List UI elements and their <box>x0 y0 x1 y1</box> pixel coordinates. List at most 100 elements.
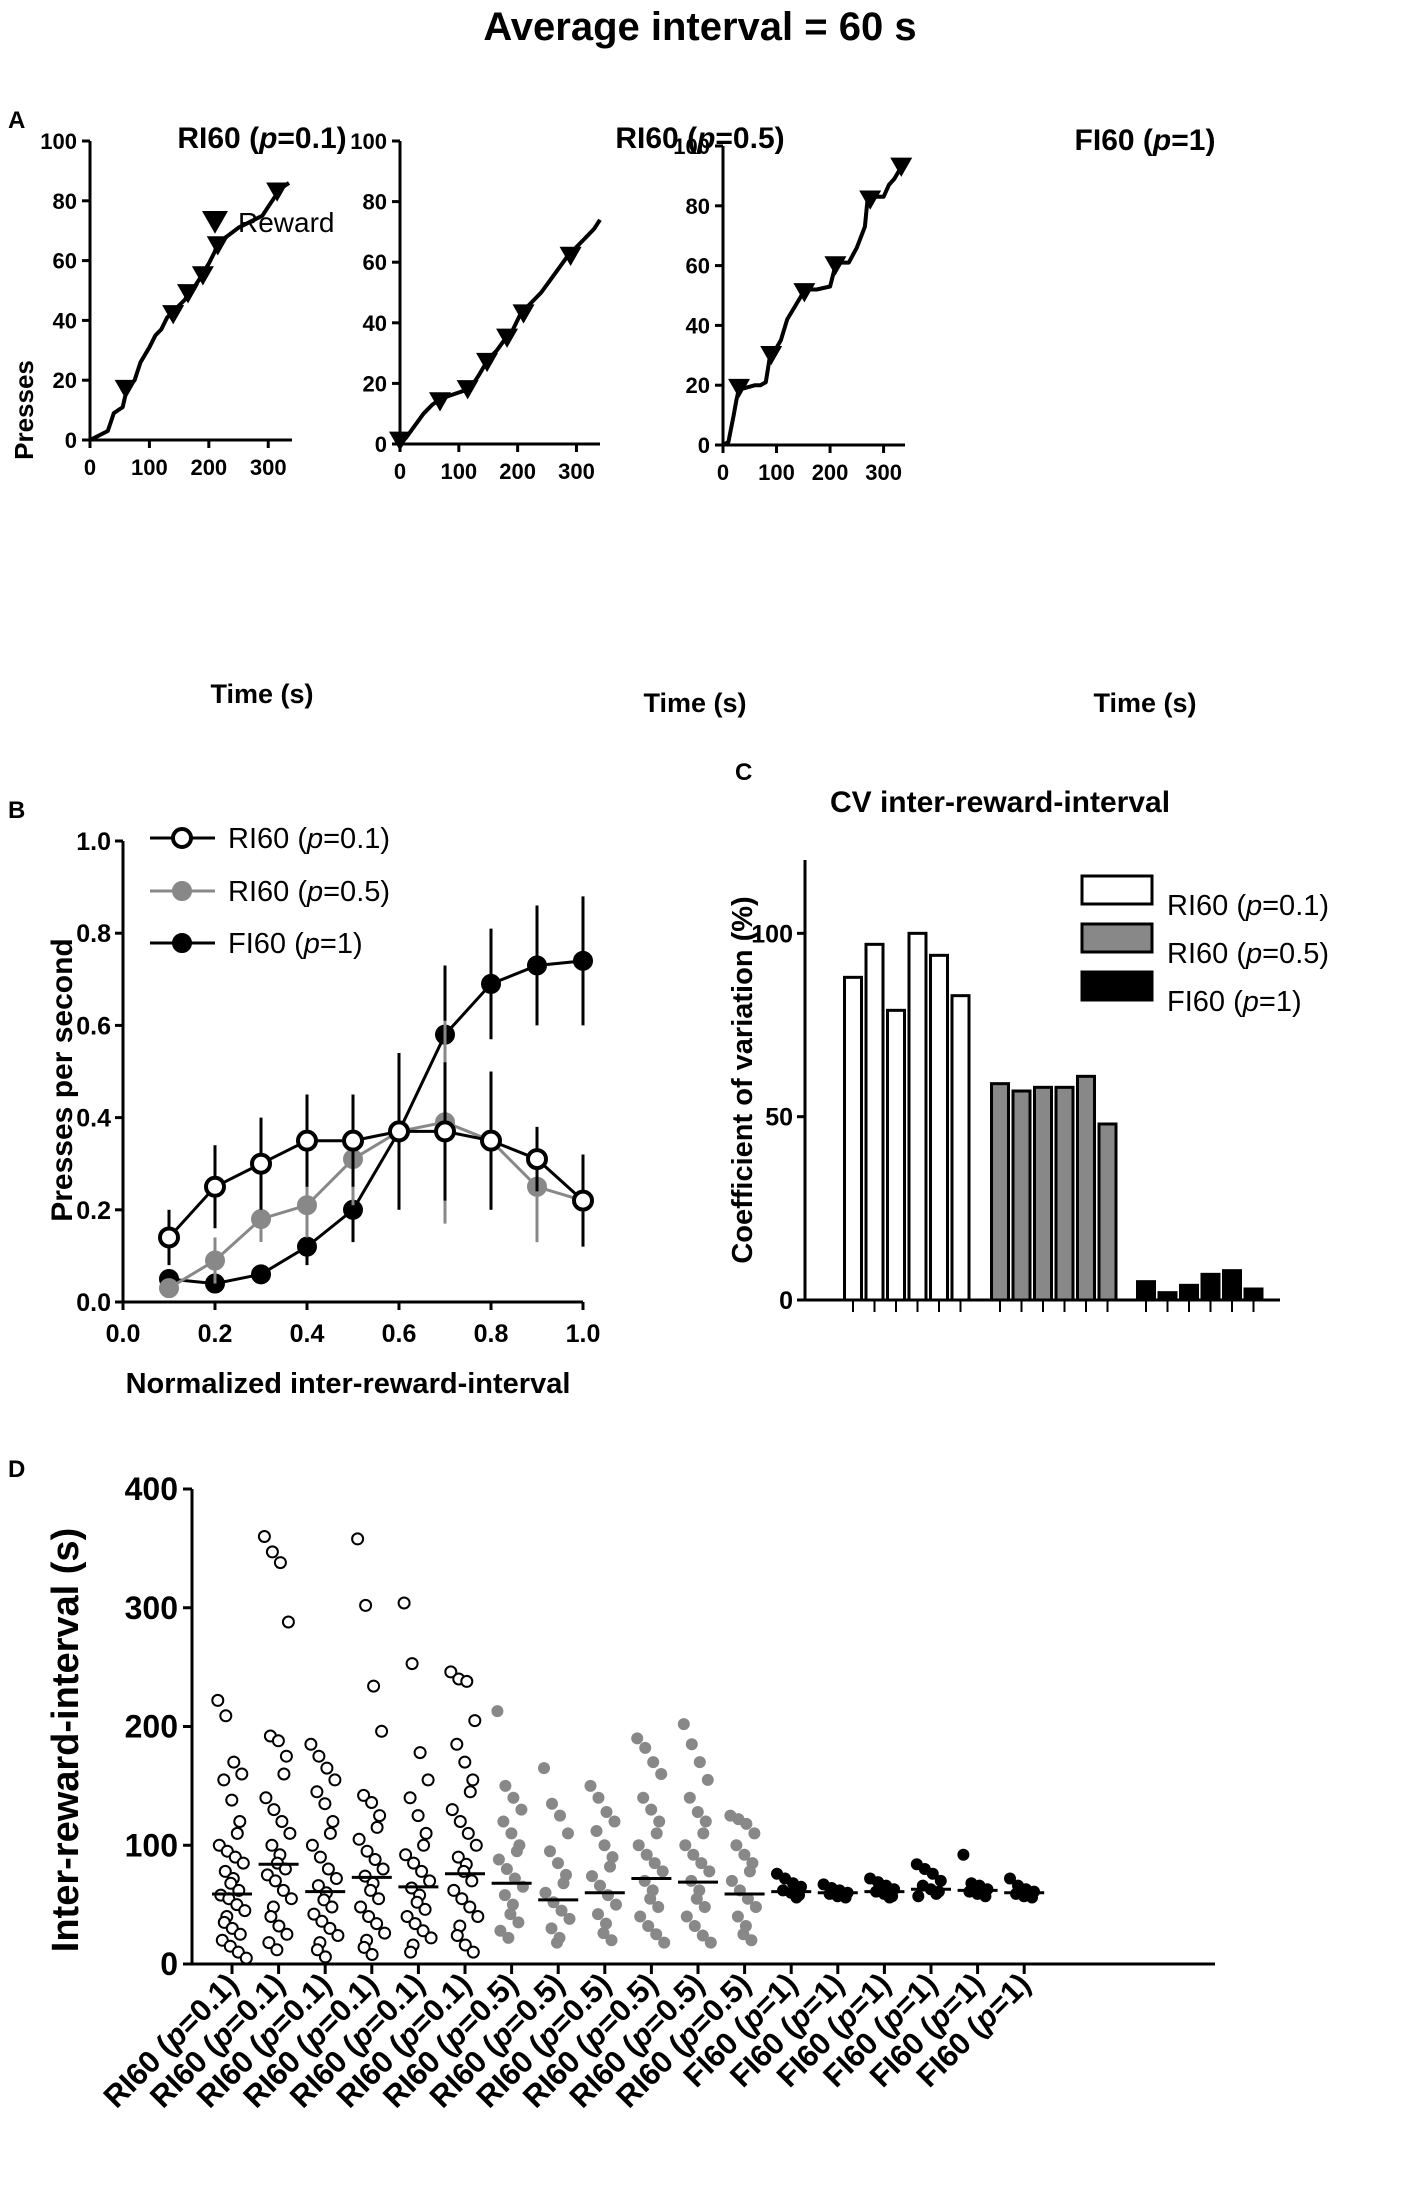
panel-d-data-point <box>507 1791 520 1804</box>
panel-d-data-point <box>378 1926 392 1940</box>
panel-d-data-point <box>400 1910 414 1923</box>
panel-d-data-point <box>265 1838 279 1852</box>
panel-d-data-point <box>372 1892 386 1906</box>
panel-d-data-point <box>365 1948 379 1961</box>
panel-d-data-point <box>360 1844 374 1858</box>
panel-d-data-point <box>679 1839 692 1852</box>
panel-a1-title: RI60 (p=0.1) <box>177 122 346 155</box>
panel-a3-xlabel: Time (s) <box>1093 688 1196 718</box>
panel-d-data-point <box>455 1892 469 1906</box>
reward-marker-icon <box>760 345 783 366</box>
panel-d-data-point <box>563 1912 576 1925</box>
panel-d-data-point <box>257 1530 271 1543</box>
panel-c-bar <box>990 1082 1010 1302</box>
panel-d-data-point <box>545 1922 558 1935</box>
panel-d-data-point <box>362 1910 376 1923</box>
panel-d-data-point <box>370 1917 384 1931</box>
panel-d-data-point <box>510 1845 523 1858</box>
panel-d-data-point <box>691 1806 704 1818</box>
panel-d-data-point <box>697 1827 710 1840</box>
panel-d-data-point <box>227 1755 241 1769</box>
panel-b-data-point <box>159 1278 179 1299</box>
panel-a3-title: FI60 (p=1) <box>1075 124 1216 157</box>
panel-a3-ytick-label: 20 <box>686 373 710 398</box>
panel-b-data-point <box>342 1129 364 1152</box>
panel-d-ytick-label: 400 <box>125 1471 178 1507</box>
reward-marker-icon <box>476 352 499 373</box>
panel-d-data-point <box>644 1892 657 1905</box>
panel-d-ylabel: Inter-reward-interval (s) <box>45 1528 87 1952</box>
panel-d-data-point <box>359 1598 373 1612</box>
panel-b-data-point <box>297 1195 317 1216</box>
panel-d-data-point <box>645 1803 658 1816</box>
panel-b-ylabel: Presses per second <box>46 938 79 1222</box>
panel-d-data-point <box>233 1815 247 1828</box>
panel-d-ytick-label: 100 <box>125 1827 178 1863</box>
panel-label-a: A <box>8 107 25 134</box>
panel-a1-ytick-label: 60 <box>53 249 77 274</box>
panel-d-data-point <box>592 1791 605 1804</box>
panel-c-bar <box>1179 1283 1199 1302</box>
panel-d-data-point <box>279 1749 293 1763</box>
panel-d-data-point <box>410 1895 424 1909</box>
panel-d-data-point <box>268 1874 282 1888</box>
panel-d-data-point <box>271 1734 285 1748</box>
panel-d-data-point <box>217 1773 231 1787</box>
panel-d-data-point <box>743 1865 756 1878</box>
panel-c-bar <box>950 994 971 1302</box>
panel-d-data-point <box>305 1838 319 1852</box>
panel-d-data-point <box>444 1665 458 1679</box>
panel-d-data-point <box>740 1817 753 1830</box>
panel-a3-ytick-label: 40 <box>686 313 710 338</box>
reward-marker-icon <box>559 246 582 267</box>
panel-b-data-point <box>573 950 593 971</box>
panel-d-data-point <box>461 1826 475 1840</box>
panel-d-data-point <box>368 1853 382 1866</box>
panel-d-data-point <box>413 1746 427 1760</box>
panel-d-data-point <box>418 1902 432 1916</box>
panel-c-bar <box>1011 1089 1032 1302</box>
panel-b-series-line <box>168 959 584 1286</box>
panel-d-data-point <box>590 1825 603 1837</box>
panel-c-bar <box>1136 1280 1156 1302</box>
panel-b-ytick-label: 0.4 <box>76 1105 111 1133</box>
panel-a1-xtick-label: 100 <box>131 455 168 480</box>
reward-marker-icon <box>266 182 289 202</box>
panel-d-data-point <box>650 1827 663 1840</box>
panel-a2-ytick-label: 20 <box>363 371 387 396</box>
panel-d-data-point <box>415 1864 429 1878</box>
figure-title: Average interval = 60 s <box>483 5 916 49</box>
panel-a1-xlabel: Time (s) <box>210 679 313 709</box>
panel-c-legend-swatch <box>1080 922 1154 954</box>
panel-d-data-point <box>610 1898 622 1911</box>
panel-d-data-point <box>701 1773 714 1786</box>
panel-a3-ytick-label: 60 <box>686 254 710 279</box>
panel-b-data-point <box>250 1152 272 1175</box>
panel-a3-xtick-label: 300 <box>865 460 902 485</box>
reward-marker-icon <box>177 284 200 304</box>
panel-d-data-point <box>318 1950 332 1964</box>
panel-b-ytick-label: 0.2 <box>76 1197 111 1225</box>
panel-d-data-point <box>405 1657 419 1671</box>
panel-b-legend-marker <box>172 933 192 953</box>
panel-d-data-point <box>683 1791 696 1804</box>
panel-d-data-point <box>450 1737 464 1751</box>
panel-d-data-point <box>328 1773 342 1787</box>
panel-d-data-point <box>539 1886 552 1899</box>
panel-a3-xtick-label: 0 <box>717 460 729 485</box>
panel-b-series-line <box>167 1129 585 1239</box>
panel-a3-cumulative-line <box>722 165 904 447</box>
panel-d-data-point <box>233 1927 247 1941</box>
panel-a-reward-legend: Reward <box>238 207 334 238</box>
panel-c-legend-swatch <box>1080 970 1154 1002</box>
panel-d-data-point <box>562 1827 574 1840</box>
panel-a3-xtick-label: 100 <box>758 460 795 485</box>
panel-label-b: B <box>8 797 25 824</box>
panel-d-data-point <box>687 1848 700 1861</box>
panel-d-data-point <box>957 1848 970 1861</box>
panel-d-data-point <box>357 1788 371 1802</box>
panel-d-data-point <box>419 1826 433 1840</box>
panel-d-data-point <box>463 1785 477 1799</box>
panel-d-data-point <box>471 1910 485 1923</box>
panel-d-data-point <box>399 1848 413 1862</box>
